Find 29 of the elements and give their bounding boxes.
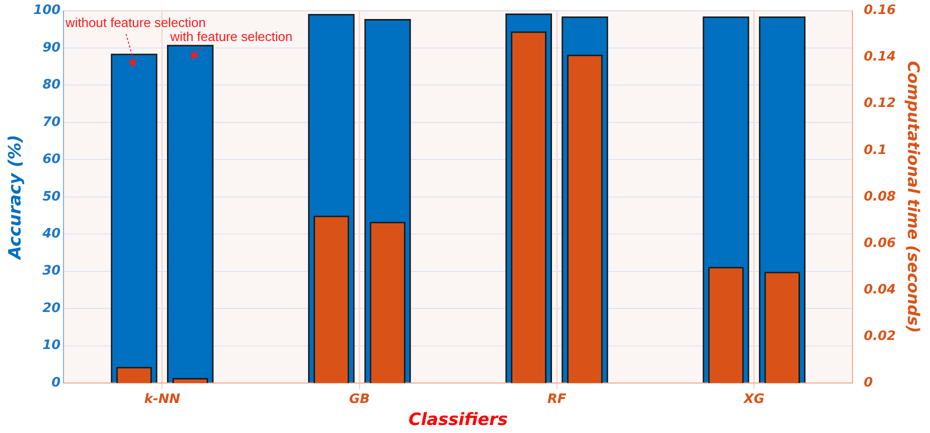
y-tick-label: 80	[42, 78, 61, 93]
x-tick-label: GB	[349, 392, 370, 408]
y-tick-label: 10	[42, 338, 61, 354]
y-tick-label: 50	[42, 189, 61, 204]
y-tick-label: 100	[33, 3, 61, 18]
y2-tick-label: 0.06	[864, 236, 896, 251]
y-tick-label: 30	[42, 264, 61, 279]
x-axis-title: Classifiers	[408, 410, 508, 430]
y2-tick-label: 0.12	[864, 96, 896, 112]
y2-axis-title: Computational time (seconds)	[904, 60, 924, 333]
y2-tick-label: 0.02	[864, 328, 896, 344]
x-tick-label: k-NN	[144, 392, 180, 408]
y2-tick-label: 0.04	[864, 282, 896, 298]
x-tick-label: XG	[742, 392, 765, 408]
y2-tick-label: 0	[864, 375, 873, 390]
y2-tick-label: 0.08	[864, 189, 896, 204]
y2-tick-label: 0.16	[864, 3, 896, 18]
annotation: without feature selection	[64, 15, 206, 30]
y-tick-label: 20	[42, 300, 61, 316]
y-axis-title: Accuracy (%)	[6, 134, 26, 262]
y2-tick-label: 0.14	[864, 50, 896, 65]
annotation: with feature selection	[169, 29, 292, 44]
y2-tick-label: 0.1	[864, 142, 887, 158]
y-tick-label: 90	[42, 40, 61, 56]
y-tick-label: 0	[51, 375, 61, 390]
y-tick-label: 40	[41, 226, 61, 242]
y-tick-label: 60	[42, 152, 61, 168]
x-tick-label: RF	[547, 392, 566, 408]
y-tick-label: 70	[42, 114, 61, 130]
